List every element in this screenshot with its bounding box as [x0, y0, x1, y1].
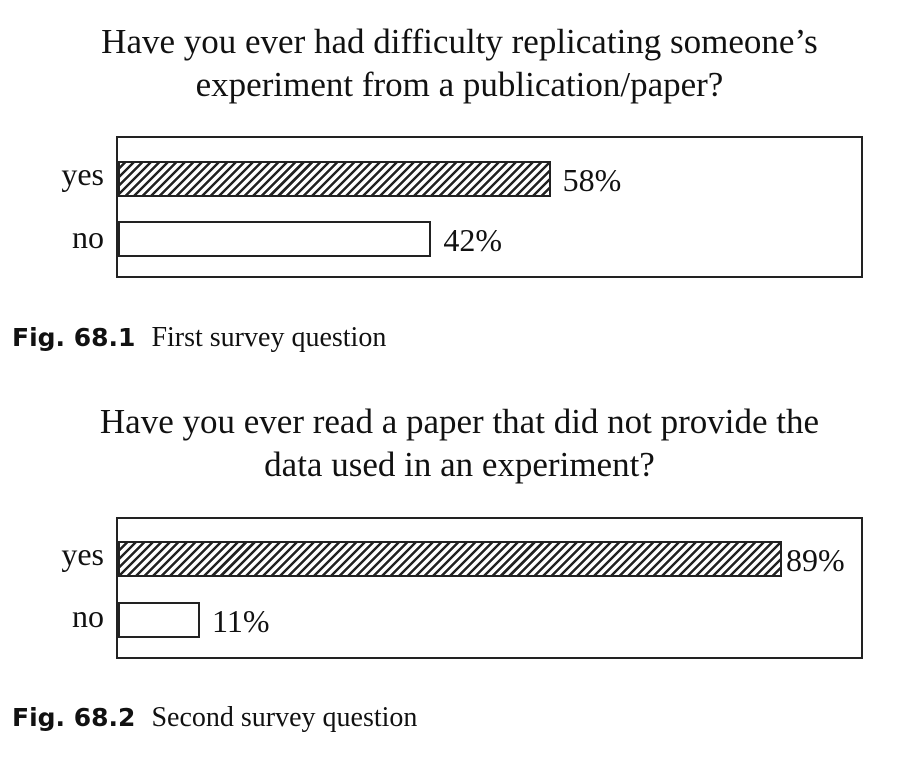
chart-1-title: Have you ever had difficulty replicating… [0, 20, 919, 106]
chart-1-value-label-yes: 58% [562, 162, 622, 198]
chart-1-bar-no [118, 221, 432, 257]
figure-2-caption: Fig. 68.2 Second survey question [12, 701, 417, 735]
figure-2-caption-text: Second survey question [151, 702, 418, 733]
chart-2-plot-area: 89% 11% [116, 517, 863, 659]
chart-2-value-label-no: 11% [212, 603, 270, 639]
chart-1-category-no: no [72, 219, 104, 255]
chart-2-value-label-yes: 89% [785, 542, 845, 578]
chart-2-bar-no [118, 602, 201, 638]
chart-2-title-line-2: data used in an experiment? [264, 445, 655, 484]
figure-1-caption-text: First survey question [151, 322, 387, 353]
chart-1-plot-area: 58% 42% [116, 136, 863, 278]
figure-1-caption-number: Fig. 68.1 [12, 323, 136, 352]
figure-1-caption: Fig. 68.1 First survey question [12, 321, 386, 355]
chart-2-bar-yes [118, 541, 782, 577]
figure-2-caption-number: Fig. 68.2 [12, 703, 136, 732]
chart-2-category-yes: yes [61, 536, 104, 572]
chart-1-value-label-no: 42% [443, 222, 502, 258]
chart-1-title-line-2: experiment from a publication/paper? [195, 65, 724, 104]
chart-1-title-line-1: Have you ever had difficulty replicating… [101, 22, 818, 61]
chart-1-category-yes: yes [61, 156, 104, 192]
chart-2-category-no: no [72, 598, 104, 634]
chart-2-title: Have you ever read a paper that did not … [0, 400, 919, 486]
chart-2-title-line-1: Have you ever read a paper that did not … [99, 402, 820, 441]
chart-1-bar-yes [118, 161, 551, 197]
